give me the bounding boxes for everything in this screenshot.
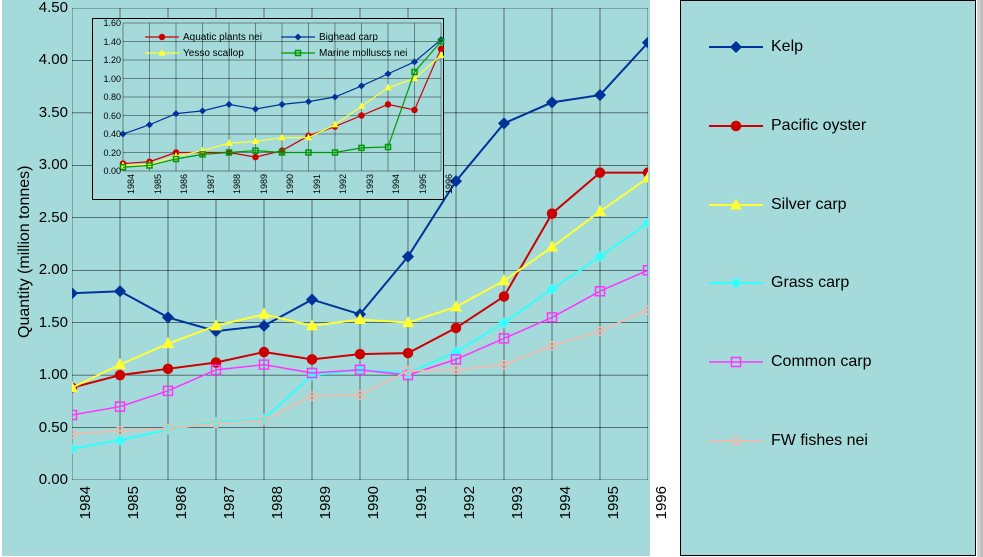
inset-legend-item-aquatic-plants-nei: Aquatic plants nei bbox=[145, 31, 262, 43]
legend-item-pacific-oyster: Pacific oyster bbox=[709, 116, 866, 136]
inset-legend-label-bighead-carp: Bighead carp bbox=[319, 32, 378, 43]
y-tick-label: 1.00 bbox=[20, 366, 68, 383]
inset-y-tick-label: 1.40 bbox=[97, 37, 121, 47]
legend-item-kelp: Kelp bbox=[709, 37, 803, 57]
inset-legend-label-aquatic-plants-nei: Aquatic plants nei bbox=[183, 32, 262, 43]
legend-item-silver-carp: Silver carp bbox=[709, 195, 847, 215]
y-tick-label: 4.50 bbox=[20, 0, 68, 16]
inset-legend-item-bighead-carp: Bighead carp bbox=[281, 31, 378, 43]
y-tick-label: 4.00 bbox=[20, 51, 68, 68]
inset-y-tick-label: 0.20 bbox=[97, 148, 121, 158]
y-tick-label: 0.50 bbox=[20, 419, 68, 436]
inset-x-tick-label: 1986 bbox=[179, 174, 189, 198]
legend-swatch-kelp bbox=[709, 37, 763, 57]
x-tick-label: 1985 bbox=[125, 486, 142, 534]
inset-y-tick-label: 0.60 bbox=[97, 111, 121, 121]
inset-chart-panel: 0.00 0.20 0.40 0.60 0.80 1.00 1.20 1.40 1.60 1984… bbox=[92, 18, 444, 200]
inset-legend-item-marine-molluscs-nei: Marine molluscs nei bbox=[281, 47, 407, 59]
x-tick-label: 1986 bbox=[173, 486, 190, 534]
inset-x-tick-label: 1994 bbox=[391, 174, 401, 198]
legend-swatch-pacific-oyster bbox=[709, 116, 763, 136]
legend-swatch-silver-carp bbox=[709, 195, 763, 215]
y-axis-title: Quantity (million tonnes) bbox=[16, 166, 34, 339]
inset-y-tick-label: 1.00 bbox=[97, 74, 121, 84]
legend-label-pacific-oyster: Pacific oyster bbox=[771, 117, 866, 135]
inset-x-tick-label: 1996 bbox=[444, 174, 454, 198]
y-tick-label: 3.00 bbox=[20, 156, 68, 173]
inset-legend-item-yesso-scallop: Yesso scallop bbox=[145, 47, 244, 59]
y-tick-label: 2.00 bbox=[20, 261, 68, 278]
inset-x-tick-label: 1993 bbox=[365, 174, 375, 198]
inset-x-tick-label: 1991 bbox=[312, 174, 322, 198]
inset-legend-label-marine-molluscs-nei: Marine molluscs nei bbox=[319, 48, 407, 59]
inset-x-tick-label: 1992 bbox=[338, 174, 348, 198]
inset-y-tick-label: 0.40 bbox=[97, 129, 121, 139]
x-tick-label: 1984 bbox=[77, 486, 94, 534]
inset-x-tick-label: 1985 bbox=[153, 174, 163, 198]
inset-legend-swatch-yesso-scallop bbox=[145, 47, 179, 59]
x-tick-label: 1988 bbox=[269, 486, 286, 534]
inset-x-tick-label: 1989 bbox=[259, 174, 269, 198]
inset-y-tick-label: 0.80 bbox=[97, 92, 121, 102]
x-tick-label: 1991 bbox=[413, 486, 430, 534]
x-tick-label: 1992 bbox=[461, 486, 478, 534]
inset-x-tick-label: 1984 bbox=[126, 174, 136, 198]
legend-label-silver-carp: Silver carp bbox=[771, 196, 847, 214]
x-tick-label: 1994 bbox=[557, 486, 574, 534]
inset-x-tick-label: 1988 bbox=[232, 174, 242, 198]
y-tick-label: 3.50 bbox=[20, 104, 68, 121]
x-tick-label: 1990 bbox=[365, 486, 382, 534]
inset-x-tick-label: 1987 bbox=[206, 174, 216, 198]
legend-label-fw-fishes-nei: FW fishes nei bbox=[771, 432, 868, 450]
legend-item-common-carp: Common carp bbox=[709, 352, 871, 372]
inset-x-tick-label: 1990 bbox=[285, 174, 295, 198]
inset-y-tick-label: 1.60 bbox=[97, 18, 121, 28]
legend-swatch-fw-fishes-nei bbox=[709, 431, 763, 451]
x-tick-label: 1989 bbox=[317, 486, 334, 534]
legend-label-common-carp: Common carp bbox=[771, 353, 871, 371]
legend-label-kelp: Kelp bbox=[771, 38, 803, 56]
y-tick-label: 2.50 bbox=[20, 209, 68, 226]
right-edge-decor bbox=[977, 0, 983, 557]
legend-item-grass-carp: Grass carp bbox=[709, 273, 849, 293]
inset-y-tick-label: 0.00 bbox=[97, 166, 121, 176]
x-tick-label: 1987 bbox=[221, 486, 238, 534]
y-tick-label: 0.00 bbox=[20, 471, 68, 488]
inset-x-tick-label: 1995 bbox=[418, 174, 428, 198]
legend-swatch-grass-carp bbox=[709, 273, 763, 293]
x-tick-label: 1995 bbox=[605, 486, 622, 534]
inset-legend-swatch-aquatic-plants-nei bbox=[145, 31, 179, 43]
inset-y-tick-label: 1.20 bbox=[97, 55, 121, 65]
x-tick-label: 1996 bbox=[653, 486, 670, 534]
legend-label-grass-carp: Grass carp bbox=[771, 274, 849, 292]
inset-legend-swatch-bighead-carp bbox=[281, 31, 315, 43]
y-tick-label: 1.50 bbox=[20, 314, 68, 331]
inset-legend-swatch-marine-molluscs-nei bbox=[281, 47, 315, 59]
inset-legend-label-yesso-scallop: Yesso scallop bbox=[183, 48, 244, 59]
legend-item-fw-fishes-nei: FW fishes nei bbox=[709, 431, 868, 451]
legend-panel: Kelp Pacific oyster Silver carp Grass carp C… bbox=[680, 0, 976, 556]
x-tick-label: 1993 bbox=[509, 486, 526, 534]
legend-swatch-common-carp bbox=[709, 352, 763, 372]
